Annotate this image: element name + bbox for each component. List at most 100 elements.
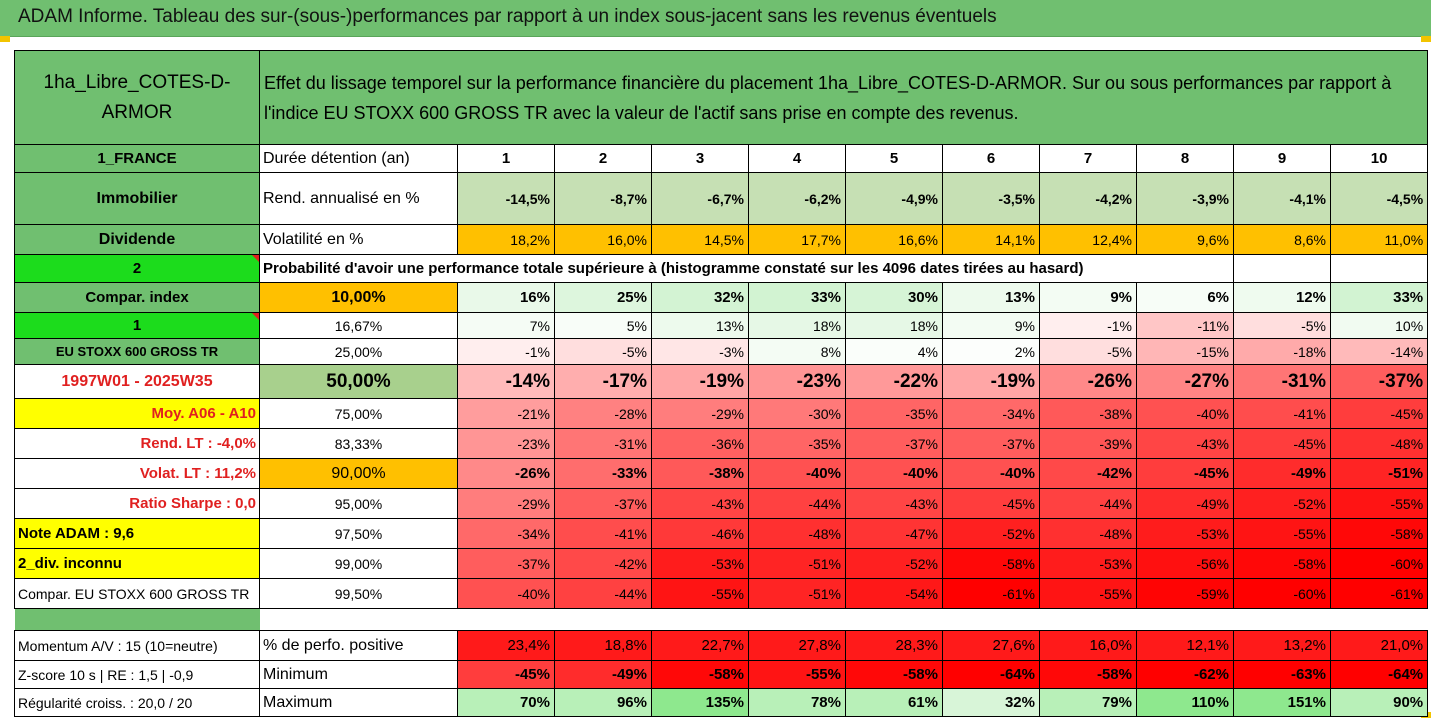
- quantile-cell: -31%: [554, 428, 652, 459]
- quantile-row: Rend. LT : -4,0% 83,33% -23% -31% -36% -35% -3…: [14, 428, 1429, 459]
- quantile-row: 1 16,67% 7% 5% 13% 18% 18% 9% -1% -11% -5% 10%: [14, 312, 1429, 339]
- quantile-cell: -58%: [1329, 518, 1429, 549]
- perf-pos-cell: 12,1%: [1136, 630, 1234, 661]
- quantile-cell: -40%: [942, 458, 1040, 489]
- quantile-cell: -45%: [1329, 398, 1429, 429]
- quantile-cell: -17%: [554, 364, 652, 399]
- sharpe-label: Ratio Sharpe : 0,0: [14, 488, 260, 519]
- performance-table: 1ha_Libre_COTES-D-ARMOR Effet du lissage…: [14, 50, 1429, 717]
- perf-pos-label: % de perfo. positive: [259, 630, 458, 661]
- minimum-cell: -49%: [554, 660, 652, 689]
- quantile-cell: 33%: [748, 282, 846, 313]
- rend-label: Rend. annualisé en %: [259, 172, 458, 225]
- perf-pos-cell: 16,0%: [1039, 630, 1137, 661]
- volat-cell: 17,7%: [748, 224, 846, 255]
- zscore-label: Z-score 10 s | RE : 1,5 | -0,9: [14, 660, 260, 689]
- quantile-cell: 30%: [845, 282, 943, 313]
- quantile-cell: 4%: [845, 338, 943, 365]
- quantile-level: 25,00%: [259, 338, 458, 365]
- quantile-cell: -14%: [457, 364, 555, 399]
- quantile-cell: -43%: [845, 488, 943, 519]
- quantile-cell: -53%: [1039, 548, 1137, 579]
- quantile-row: 2_div. inconnu 99,00% -37% -42% -53% -51% -52%…: [14, 548, 1429, 579]
- quantile-cell: 18%: [845, 312, 943, 339]
- quantile-cell: -37%: [1329, 364, 1429, 399]
- quantile-cell: -46%: [651, 518, 749, 549]
- quantile-cell: -44%: [1039, 488, 1137, 519]
- quantile-cell: -3%: [651, 338, 749, 365]
- quantile-row: Moy. A06 - A10 75,00% -21% -28% -29% -30% -35%…: [14, 398, 1429, 429]
- quantile-level: 99,00%: [259, 548, 458, 579]
- category-label: Immobilier: [14, 172, 260, 225]
- quantile-cell: -56%: [1136, 548, 1234, 579]
- quantile-cell: -27%: [1136, 364, 1234, 399]
- minimum-cell: -62%: [1136, 660, 1234, 689]
- quantile-level: 99,50%: [259, 578, 458, 609]
- report-title: ADAM Informe. Tableau des sur-(sous-)per…: [18, 6, 997, 27]
- quantile-cell: -40%: [457, 578, 555, 609]
- rend-cell: -6,2%: [748, 172, 846, 225]
- quantile-cell: -5%: [1233, 312, 1331, 339]
- quantile-cell: 9%: [1039, 282, 1137, 313]
- quantile-cell: -23%: [748, 364, 846, 399]
- quantile-cell: 7%: [457, 312, 555, 339]
- quantile-cell: -1%: [1039, 312, 1137, 339]
- maximum-cell: 90%: [1329, 688, 1429, 717]
- volat-cell: 16,6%: [845, 224, 943, 255]
- quantile-cell: -15%: [1136, 338, 1234, 365]
- perf-pos-cell: 13,2%: [1233, 630, 1331, 661]
- note-label: Note ADAM : 9,6: [14, 518, 260, 549]
- quantile-level: 10,00%: [259, 282, 458, 313]
- quantile-level: 50,00%: [259, 364, 458, 399]
- compar-full-label: Compar. EU STOXX 600 GROSS TR: [14, 578, 260, 609]
- maximum-cell: 78%: [748, 688, 846, 717]
- year-header: 8: [1136, 144, 1234, 173]
- quantile-level: 83,33%: [259, 428, 458, 459]
- quantile-cell: 13%: [651, 312, 749, 339]
- quantile-cell: 13%: [942, 282, 1040, 313]
- year-header: 7: [1039, 144, 1137, 173]
- quantile-cell: -22%: [845, 364, 943, 399]
- quantile-cell: -40%: [748, 458, 846, 489]
- quantile-cell: -53%: [651, 548, 749, 579]
- quantile-cell: -51%: [748, 548, 846, 579]
- maximum-cell: 32%: [942, 688, 1040, 717]
- quantile-cell: -34%: [457, 518, 555, 549]
- quantile-row: 1997W01 - 2025W35 50,00% -14% -17% -19% -23% -…: [14, 364, 1429, 399]
- quantile-cell: -44%: [748, 488, 846, 519]
- rend-cell: -4,2%: [1039, 172, 1137, 225]
- quantile-cell: -5%: [554, 338, 652, 365]
- rend-cell: -3,5%: [942, 172, 1040, 225]
- quantile-cell: -40%: [1136, 398, 1234, 429]
- rend-lt-label: Rend. LT : -4,0%: [14, 428, 260, 459]
- quantile-cell: -55%: [651, 578, 749, 609]
- placement-name: 1ha_Libre_COTES-D-ARMOR: [14, 50, 260, 145]
- year-header: 5: [845, 144, 943, 173]
- rend-cell: -4,5%: [1329, 172, 1429, 225]
- quantile-cell: -35%: [748, 428, 846, 459]
- code-one: 1: [14, 312, 260, 339]
- quantile-cell: 6%: [1136, 282, 1234, 313]
- quantile-cell: -40%: [845, 458, 943, 489]
- quantile-cell: -29%: [651, 398, 749, 429]
- perf-pos-cell: 27,6%: [942, 630, 1040, 661]
- minimum-label: Minimum: [259, 660, 458, 689]
- quantile-cell: -28%: [554, 398, 652, 429]
- quantile-cell: 16%: [457, 282, 555, 313]
- quantile-cell: -52%: [845, 548, 943, 579]
- quantile-cell: 32%: [651, 282, 749, 313]
- minimum-cell: -64%: [942, 660, 1040, 689]
- quantile-cell: -26%: [457, 458, 555, 489]
- volat-cell: 14,1%: [942, 224, 1040, 255]
- corner-marker: [0, 36, 10, 42]
- minimum-cell: -58%: [845, 660, 943, 689]
- quantile-cell: -42%: [1039, 458, 1137, 489]
- quantile-cell: -36%: [651, 428, 749, 459]
- quantile-cell: -53%: [1136, 518, 1234, 549]
- quantile-cell: -23%: [457, 428, 555, 459]
- quantile-cell: 5%: [554, 312, 652, 339]
- quantile-cell: -41%: [554, 518, 652, 549]
- quantile-cell: -35%: [845, 398, 943, 429]
- quantile-level: 90,00%: [259, 458, 458, 489]
